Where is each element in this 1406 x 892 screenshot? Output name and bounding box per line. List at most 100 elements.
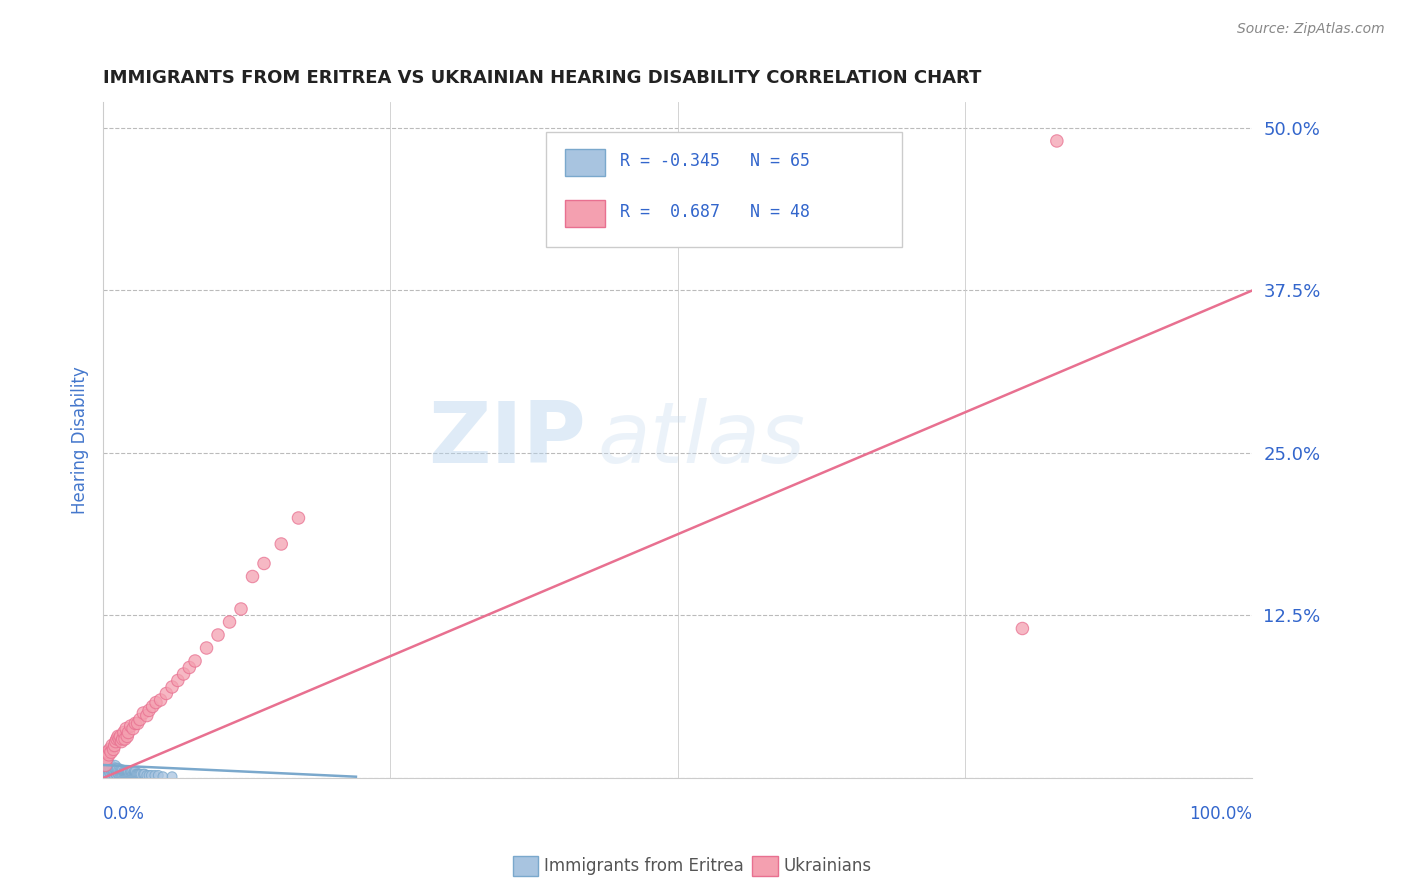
Point <box>98 762 121 776</box>
Point <box>270 537 292 551</box>
Point <box>94 758 117 772</box>
Point <box>100 745 122 759</box>
Point <box>115 767 138 781</box>
Point <box>101 767 124 781</box>
Point <box>128 767 150 781</box>
Point <box>112 725 135 739</box>
Point <box>117 725 139 739</box>
Point <box>111 767 134 781</box>
Point <box>108 731 131 746</box>
Point <box>141 768 163 782</box>
Bar <box>565 200 605 227</box>
Point <box>121 767 143 781</box>
Point <box>218 615 240 629</box>
Point <box>1011 622 1033 636</box>
Text: Ukrainians: Ukrainians <box>783 857 872 875</box>
Point <box>111 763 134 777</box>
Point <box>94 764 117 779</box>
Point <box>132 706 155 720</box>
Text: Source: ZipAtlas.com: Source: ZipAtlas.com <box>1237 22 1385 37</box>
Point <box>98 742 121 756</box>
Point <box>122 764 145 779</box>
Point <box>141 699 163 714</box>
Point <box>138 768 160 782</box>
Text: 0.0%: 0.0% <box>103 805 145 823</box>
Point <box>105 731 128 746</box>
Point <box>114 764 136 779</box>
Point <box>122 767 145 781</box>
Point <box>229 602 252 616</box>
Point <box>108 763 131 777</box>
Point <box>117 730 139 744</box>
Point <box>115 722 138 736</box>
Point <box>149 693 172 707</box>
Point <box>127 767 149 781</box>
Point <box>287 511 309 525</box>
Point <box>97 759 120 773</box>
Point <box>104 734 127 748</box>
Point <box>160 680 183 694</box>
Point <box>135 768 157 782</box>
Point <box>152 770 174 784</box>
Point <box>107 762 129 776</box>
Point <box>111 731 134 746</box>
Point <box>110 767 132 781</box>
Point <box>97 765 120 780</box>
Point <box>117 767 139 781</box>
Point <box>110 730 132 744</box>
Point <box>97 761 120 775</box>
Point <box>125 767 148 781</box>
Point <box>97 747 120 762</box>
Y-axis label: Hearing Disability: Hearing Disability <box>72 366 89 514</box>
Point <box>129 713 152 727</box>
Point <box>101 739 124 753</box>
Point <box>115 764 138 779</box>
Point <box>120 764 142 779</box>
Point <box>110 767 132 781</box>
Point <box>118 767 141 781</box>
Bar <box>565 149 605 177</box>
Point <box>195 640 218 655</box>
Text: R = -0.345   N = 65: R = -0.345 N = 65 <box>620 153 810 170</box>
Point <box>104 759 127 773</box>
Point <box>107 730 129 744</box>
Point <box>120 719 142 733</box>
Point <box>104 765 127 780</box>
Point <box>98 767 121 781</box>
Point <box>242 569 264 583</box>
Point <box>253 557 276 571</box>
Point <box>104 763 127 777</box>
Point <box>101 762 124 776</box>
Text: 100.0%: 100.0% <box>1189 805 1253 823</box>
Text: R =  0.687   N = 48: R = 0.687 N = 48 <box>620 203 810 221</box>
Text: ZIP: ZIP <box>427 399 586 482</box>
Point <box>103 742 125 756</box>
Point <box>104 767 127 781</box>
Point <box>145 696 167 710</box>
Point <box>121 764 143 779</box>
Point <box>96 751 118 765</box>
Point <box>110 734 132 748</box>
Text: atlas: atlas <box>598 399 806 482</box>
Point <box>148 768 170 782</box>
Point <box>100 761 122 775</box>
Point <box>107 765 129 780</box>
Point <box>117 767 139 781</box>
Point <box>103 762 125 776</box>
Point <box>166 673 188 688</box>
Point <box>143 768 166 782</box>
Point <box>97 745 120 759</box>
Point <box>105 763 128 777</box>
Point <box>122 767 145 781</box>
Point <box>117 764 139 779</box>
Point <box>104 739 127 753</box>
Point <box>132 767 155 781</box>
Point <box>122 722 145 736</box>
Point <box>110 763 132 777</box>
Point <box>103 765 125 780</box>
Point <box>112 764 135 779</box>
Point <box>96 758 118 772</box>
Point <box>120 767 142 781</box>
Point <box>134 767 156 781</box>
Point <box>124 764 146 779</box>
